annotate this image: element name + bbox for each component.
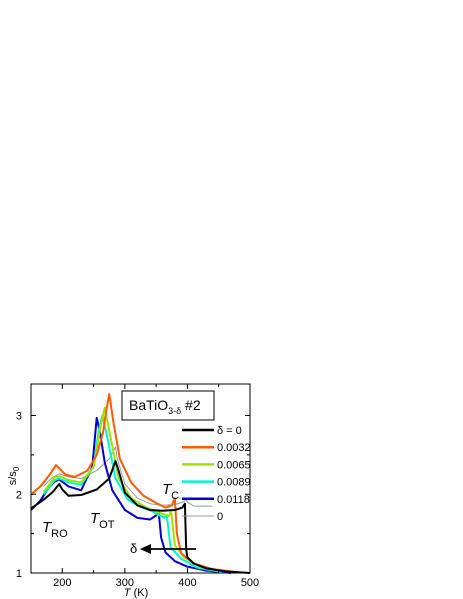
- legend-label-1: 0.0032: [217, 442, 251, 454]
- x-tick-label: 200: [53, 577, 71, 589]
- x-tick-label: 500: [241, 577, 259, 589]
- series-line-1: [30, 393, 238, 574]
- y-tick-label: 3: [16, 411, 22, 423]
- legend-label-5: 0: [217, 511, 223, 523]
- t-ot-annotation: TOT: [90, 510, 115, 531]
- x-tick-label: 300: [116, 577, 134, 589]
- t-c-annotation: TC: [162, 481, 179, 502]
- y-tick-label: 2: [16, 489, 22, 501]
- t-ro-annotation: TRO: [42, 519, 68, 540]
- sample-label-box: BaTiO3-δ #2: [121, 390, 215, 421]
- legend: δ = 0 0.0032 0.0065 0.0089 0.0118 0: [182, 425, 251, 523]
- axes-layer: 200 300 400 500 1 2 3: [16, 384, 259, 589]
- delta-arrow: δ: [130, 541, 196, 556]
- y-tick-label: 1: [16, 568, 22, 580]
- series-line-3: [42, 414, 222, 574]
- y-axis-label: s/s0: [7, 466, 21, 485]
- x-tick-label: 400: [178, 577, 196, 589]
- legend-label-3: 0.0089: [217, 477, 251, 489]
- legend-label-2: 0.0065: [217, 459, 251, 471]
- series-line-2: [42, 406, 226, 573]
- x-axis-label: T (K): [124, 587, 148, 599]
- plot-area: [30, 383, 251, 574]
- svg-text:BaTiO3-δ #2: BaTiO3-δ #2: [129, 397, 201, 416]
- sample-formula: BaTiO: [129, 397, 168, 413]
- legend-label-4: 0.0118: [217, 494, 250, 506]
- legend-label-0: δ = 0: [217, 425, 242, 437]
- delta-symbol: δ: [130, 541, 137, 556]
- series-line-0: [30, 460, 251, 574]
- plot-frame: [30, 383, 251, 574]
